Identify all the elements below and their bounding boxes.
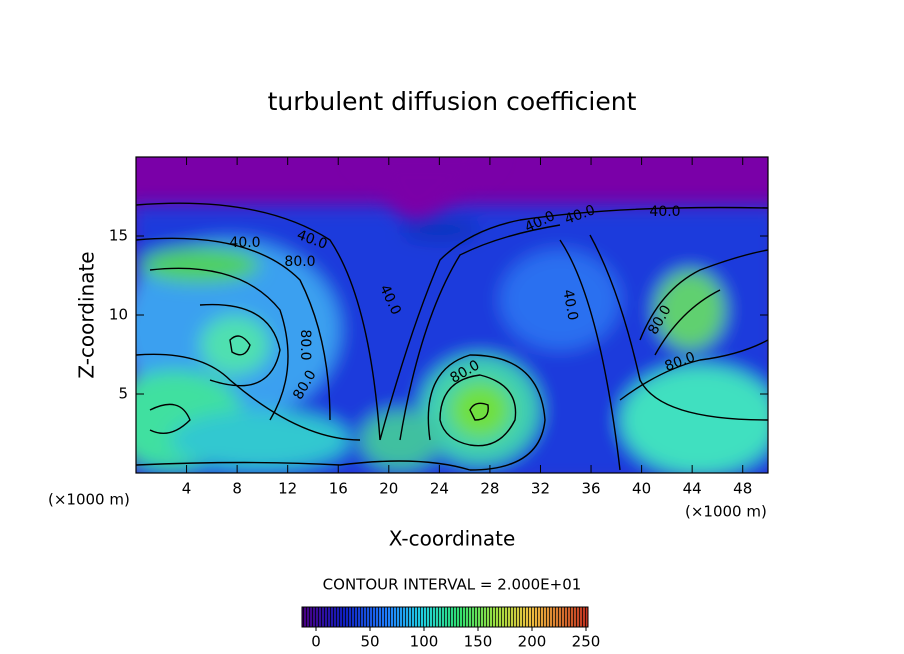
y-tick-label: 15 xyxy=(109,227,128,245)
x-tick-label: 16 xyxy=(329,480,348,498)
contour-label: 80.0 xyxy=(297,329,313,360)
colorbar-tick-label: 100 xyxy=(410,633,439,651)
x-tick-label: 20 xyxy=(379,480,398,498)
colorbar-stripes xyxy=(302,607,588,627)
x-tick-label: 48 xyxy=(733,480,752,498)
x-tick-label: 24 xyxy=(430,480,449,498)
x-tick-label: 32 xyxy=(531,480,550,498)
contour-label: 80.0 xyxy=(284,254,315,270)
contour-interval: CONTOUR INTERVAL = 2.000E+01 xyxy=(323,576,582,594)
colorbar-tick-label: 250 xyxy=(572,633,601,651)
x-tick-label: 36 xyxy=(581,480,600,498)
colorbar-tick-label: 200 xyxy=(518,633,547,651)
chart-title: turbulent diffusion coefficient xyxy=(268,87,637,116)
y-axis-title: Z-coordinate xyxy=(75,251,99,378)
contour-label: 40.0 xyxy=(559,288,580,321)
x-tick-label: 40 xyxy=(632,480,651,498)
contour-label: 40.0 xyxy=(229,235,260,251)
contour-field xyxy=(136,157,768,473)
colorbar-frame xyxy=(301,606,589,628)
x-axis-title: X-coordinate xyxy=(389,527,516,551)
x-unit-label: (×1000 m) xyxy=(685,503,767,521)
colorbar-tick-label: 150 xyxy=(464,633,493,651)
x-tick-label: 8 xyxy=(232,480,242,498)
y-tick-label: 10 xyxy=(109,306,128,324)
x-tick-label: 12 xyxy=(278,480,297,498)
x-tick-label: 4 xyxy=(182,480,192,498)
x-tick-label: 44 xyxy=(683,480,702,498)
colorbar-tick-label: 50 xyxy=(360,633,379,651)
y-tick-label: 5 xyxy=(118,385,128,403)
contour-label: 40.0 xyxy=(649,204,680,220)
x-tick-label: 28 xyxy=(480,480,499,498)
x-unit-label: (×1000 m) xyxy=(48,491,130,509)
colorbar-tick-label: 0 xyxy=(311,633,321,651)
